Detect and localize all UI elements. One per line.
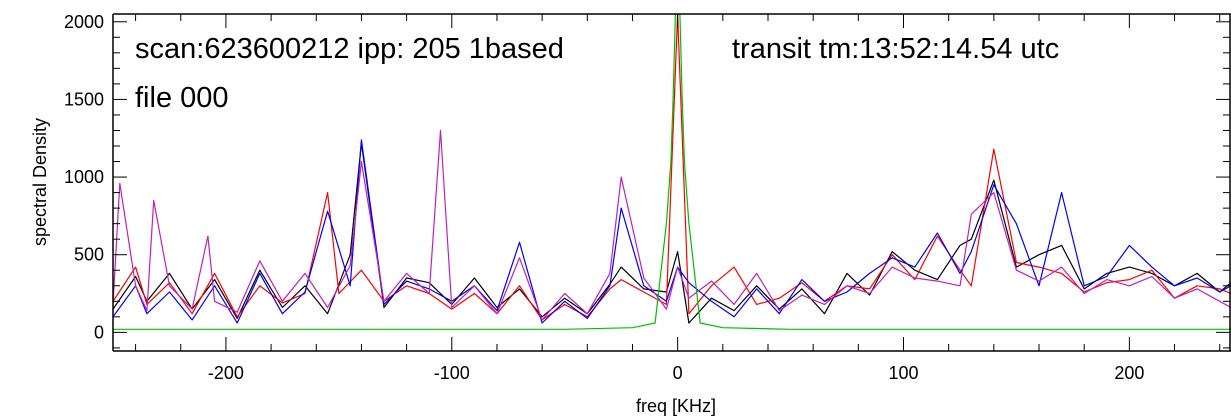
y-tick-label: 1000 bbox=[64, 167, 104, 187]
x-tick-label: -200 bbox=[208, 363, 244, 383]
y-axis-label: spectral Density bbox=[30, 118, 50, 246]
y-tick-label: 500 bbox=[74, 245, 104, 265]
series-line-green bbox=[113, 14, 1231, 330]
x-tick-label: 0 bbox=[673, 363, 683, 383]
series-line-black bbox=[113, 142, 1231, 324]
y-tick-label: 0 bbox=[94, 322, 104, 342]
series-line-magenta bbox=[113, 129, 1231, 321]
y-tick-label: 1500 bbox=[64, 89, 104, 109]
x-axis-label: freq [KHz] bbox=[636, 396, 716, 416]
scan-annotation: scan:623600212 ipp: 205 1based bbox=[135, 33, 564, 65]
x-tick-label: -100 bbox=[434, 363, 470, 383]
series-layer bbox=[113, 14, 1231, 330]
transit-annotation: transit tm:13:52:14.54 utc bbox=[732, 33, 1059, 65]
x-tick-label: 100 bbox=[888, 363, 918, 383]
series-line-blue bbox=[113, 139, 1231, 324]
file-annotation: file 000 bbox=[135, 82, 229, 114]
x-tick-label: 200 bbox=[1114, 363, 1144, 383]
y-tick-label: 2000 bbox=[64, 12, 104, 32]
